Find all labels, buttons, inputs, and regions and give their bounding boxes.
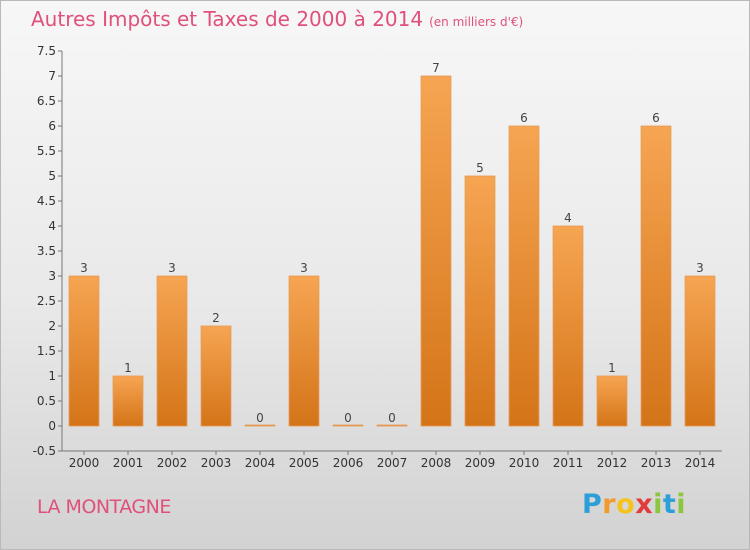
bar — [640, 125, 672, 427]
y-tick-label: 2 — [48, 319, 56, 333]
y-tick-label: 6 — [48, 119, 56, 133]
bar — [200, 325, 232, 427]
logo-letter: t — [662, 489, 677, 520]
data-label: 7 — [432, 61, 440, 75]
bar — [244, 424, 276, 427]
x-tick-label: 2009 — [465, 456, 496, 470]
bar — [68, 275, 100, 427]
logo-letter: P — [582, 489, 603, 520]
y-tick-label: 7 — [48, 69, 56, 83]
x-tick-label: 2007 — [377, 456, 408, 470]
chart-title: Autres Impôts et Taxes de 2000 à 2014 (en… — [31, 7, 523, 31]
logo-letter: x — [635, 489, 654, 520]
logo-letter: r — [602, 489, 617, 520]
y-tick-label: 5.5 — [37, 144, 56, 158]
y-tick-label: 5 — [48, 169, 56, 183]
chart-subtitle: (en milliers d'€) — [429, 15, 524, 29]
bar — [332, 424, 364, 427]
data-label: 1 — [124, 361, 132, 375]
logo-letter: i — [676, 489, 687, 520]
data-label: 3 — [80, 261, 88, 275]
chart-title-text: Autres Impôts et Taxes de 2000 à 2014 — [31, 7, 424, 31]
data-label: 6 — [520, 111, 528, 125]
x-tick-label: 2011 — [553, 456, 584, 470]
x-tick-label: 2008 — [421, 456, 452, 470]
bar — [376, 424, 408, 427]
data-label: 4 — [564, 211, 572, 225]
data-label: 3 — [696, 261, 704, 275]
y-tick-label: 0.5 — [37, 394, 56, 408]
y-tick-label: 3 — [48, 269, 56, 283]
data-label: 0 — [388, 411, 396, 425]
y-tick-label: 2.5 — [37, 294, 56, 308]
bar — [596, 375, 628, 427]
logo-letter: o — [616, 489, 636, 520]
x-tick-label: 2012 — [597, 456, 628, 470]
bar — [464, 175, 496, 427]
data-label: 3 — [168, 261, 176, 275]
y-tick-label: 0 — [48, 419, 56, 433]
x-tick-label: 2002 — [157, 456, 188, 470]
data-label: 0 — [256, 411, 264, 425]
commune-name: LA MONTAGNE — [37, 496, 171, 518]
data-label: 5 — [476, 161, 484, 175]
x-tick-label: 2006 — [333, 456, 364, 470]
x-tick-label: 2004 — [245, 456, 276, 470]
y-tick-label: 6.5 — [37, 94, 56, 108]
y-tick-label: 3.5 — [37, 244, 56, 258]
labels: 3 1 3 2 0 3 0 0 7 5 6 4 1 6 3 — [80, 61, 704, 425]
data-label: 1 — [608, 361, 616, 375]
x-tick-label: 2013 — [641, 456, 672, 470]
bar — [508, 125, 540, 427]
data-label: 6 — [652, 111, 660, 125]
proxiti-logo: Proxiti — [582, 489, 686, 520]
logo-letter: i — [653, 489, 663, 520]
data-label: 0 — [344, 411, 352, 425]
x-tick-label: 2014 — [685, 456, 716, 470]
x-tick-label: 2000 — [69, 456, 100, 470]
bar — [684, 275, 716, 427]
y-tick-label: 1 — [48, 369, 56, 383]
x-tick-label: 2001 — [113, 456, 144, 470]
axes: -0.500.511.522.533.544.555.566.577.52000… — [33, 44, 722, 470]
y-tick-label: 1.5 — [37, 344, 56, 358]
data-label: 2 — [212, 311, 220, 325]
bars — [68, 75, 716, 427]
bar — [288, 275, 320, 427]
x-tick-label: 2003 — [201, 456, 232, 470]
x-tick-label: 2005 — [289, 456, 320, 470]
bar — [552, 225, 584, 427]
y-tick-label: -0.5 — [33, 444, 56, 458]
bar — [420, 75, 452, 427]
data-label: 3 — [300, 261, 308, 275]
y-tick-label: 7.5 — [37, 44, 56, 58]
x-tick-label: 2010 — [509, 456, 540, 470]
bar — [156, 275, 188, 427]
bar — [112, 375, 144, 427]
y-tick-label: 4 — [48, 219, 56, 233]
y-tick-label: 4.5 — [37, 194, 56, 208]
